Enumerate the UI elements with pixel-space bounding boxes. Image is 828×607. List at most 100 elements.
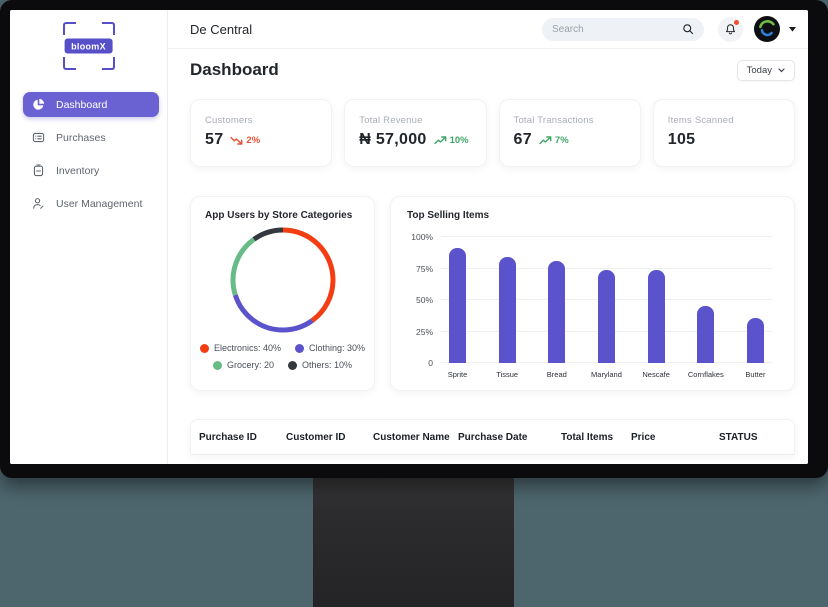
column-header-status: STATUS <box>719 431 758 443</box>
x-axis-category-label: Maryland <box>591 370 622 379</box>
sidebar: bloomX Dashboard Purchases Inventory User M… <box>10 10 168 464</box>
account-menu-caret-icon[interactable] <box>789 26 796 32</box>
chevron-down-icon <box>778 67 785 73</box>
search-input-container[interactable] <box>542 17 704 41</box>
stat-value-row: 105 <box>668 131 780 149</box>
stat-trend-up: 7% <box>539 135 569 146</box>
notification-dot <box>734 19 739 25</box>
stat-trend-down: 2% <box>230 135 260 146</box>
main-area: De Central <box>168 10 808 464</box>
bar-butter <box>746 317 764 363</box>
bar-column-tissue: Tissue <box>496 237 518 379</box>
stat-trend-up: 10% <box>433 135 469 146</box>
user-icon <box>32 197 45 210</box>
trend-up-icon <box>539 135 552 145</box>
donut-segment-clothing <box>230 227 335 333</box>
page-title: Dashboard <box>190 60 279 79</box>
y-axis-tick-label: 25% <box>415 326 433 337</box>
stat-label: Customers <box>205 115 253 126</box>
stat-card-total-transactions: Total Transactions 67 7% <box>498 99 641 167</box>
stat-value: 67 <box>513 131 532 148</box>
donut-legend: Electronics: 40% Clothing: 30% Grocery: 20… <box>199 343 365 370</box>
legend-label: Others: 10% <box>302 360 353 370</box>
donut-segment-grocery <box>230 227 335 333</box>
bars-group: Sprite Tissue Bread Maryland Nescafe Cornflak… <box>448 237 765 379</box>
monitor-frame: bloomX Dashboard Purchases Inventory User M… <box>0 0 828 478</box>
avatar[interactable] <box>754 16 780 42</box>
charts-row: App Users by Store Categories Electronic… <box>190 196 795 391</box>
donut-chart-card: App Users by Store Categories Electronic… <box>190 196 375 391</box>
stat-card-total-revenue: Total Revenue ₦ 57,000 10% <box>344 99 487 167</box>
search-input[interactable] <box>552 23 674 35</box>
x-axis-category-label: Cornflakes <box>687 370 724 379</box>
stat-label: Total Transactions <box>513 115 594 126</box>
bar-column-butter: Butter <box>745 237 765 379</box>
x-axis-category-label: Bread <box>546 370 567 379</box>
trend-value: 2% <box>246 134 261 146</box>
sidebar-item-label: Purchases <box>56 131 106 144</box>
bar-chart-card: Top Selling Items 0 25% 50% 75% 100% Sprite Ti… <box>390 196 795 391</box>
legend-dot <box>288 360 297 370</box>
sidebar-item-label: Dashboard <box>56 98 108 111</box>
brand-logo: bloomX <box>57 20 121 72</box>
logo-frame-corner <box>62 57 76 70</box>
bar-chart-title: Top Selling Items <box>407 210 490 221</box>
sidebar-item-inventory[interactable]: Inventory <box>23 158 159 183</box>
sidebar-item-purchases[interactable]: Purchases <box>23 125 159 150</box>
y-axis-tick-label: 100% <box>411 232 433 242</box>
stat-value-row: 57 2% <box>205 131 317 149</box>
column-header-total-items: Total Items <box>561 431 614 443</box>
legend-label: Clothing: 30% <box>309 343 366 353</box>
legend-label: Electronics: 40% <box>213 343 281 353</box>
gridline <box>441 267 772 269</box>
legend-row: Grocery: 20 Others: 10% <box>205 360 360 370</box>
stat-value: ₦ 57,000 <box>359 131 427 148</box>
app-title: De Central <box>190 21 253 37</box>
clipboard-icon <box>32 164 45 177</box>
legend-dot <box>199 343 209 353</box>
y-axis-tick-label: 0 <box>428 358 433 368</box>
legend-label: Grocery: 20 <box>226 360 274 370</box>
bar-nescafe <box>647 269 665 363</box>
trend-value: 7% <box>554 134 569 146</box>
x-axis-category-label: Tissue <box>496 370 519 379</box>
sidebar-item-user-management[interactable]: User Management <box>23 191 159 216</box>
page-head: Dashboard Today <box>190 59 795 81</box>
gridline <box>441 236 772 237</box>
card-icon <box>32 131 45 144</box>
stat-value: 105 <box>667 131 696 148</box>
legend-item-grocery: Grocery: 20 <box>212 360 274 370</box>
bar-sprite <box>449 248 466 363</box>
bar-column-maryland: Maryland <box>591 237 622 379</box>
stat-label: Items Scanned <box>667 115 734 126</box>
stat-value-row: ₦ 57,000 10% <box>359 131 471 149</box>
bar-maryland <box>597 269 615 363</box>
bar-cornflakes <box>697 306 715 363</box>
donut-chart-title: App Users by Store Categories <box>205 210 353 221</box>
bell-icon <box>724 23 737 36</box>
logo-frame-corner <box>101 57 115 70</box>
legend-item-others: Others: 10% <box>288 360 352 370</box>
sidebar-item-label: User Management <box>56 197 143 210</box>
logo-frame-corner <box>62 22 76 35</box>
y-axis-tick-label: 75% <box>415 263 433 274</box>
pie-icon <box>32 98 45 111</box>
y-axis-tick-label: 50% <box>415 295 433 305</box>
legend-row: Electronics: 40% Clothing: 30% <box>199 343 365 353</box>
logo-frame-corner <box>101 22 115 35</box>
notifications-button[interactable] <box>718 16 743 42</box>
trend-up-icon <box>433 135 447 145</box>
bar-column-cornflakes: Cornflakes <box>688 237 724 379</box>
bar-column-bread: Bread <box>547 237 567 379</box>
column-header-price: Price <box>631 431 656 443</box>
bar-tissue <box>498 257 516 363</box>
sidebar-item-dashboard[interactable]: Dashboard <box>23 92 159 117</box>
stat-card-customers: Customers 57 2% <box>190 99 333 167</box>
dashboard-content: Dashboard Today Customers 57 2% Total Reven… <box>168 49 808 464</box>
column-header-purchase-date: Purchase Date <box>458 431 528 443</box>
period-filter-button[interactable]: Today <box>736 59 795 81</box>
topbar: De Central <box>168 10 808 49</box>
legend-item-clothing: Clothing: 30% <box>295 343 365 353</box>
donut-chart <box>230 227 335 333</box>
